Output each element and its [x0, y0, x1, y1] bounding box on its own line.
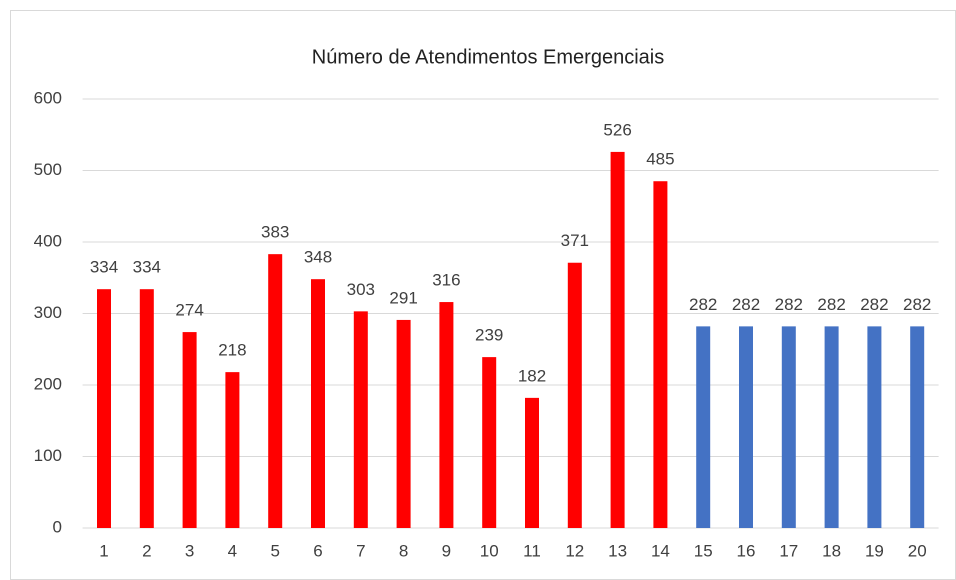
- data-label: 239: [475, 326, 503, 345]
- bar: [268, 254, 283, 528]
- bar: [696, 326, 711, 528]
- bar: [439, 302, 454, 528]
- x-tick-label: 20: [908, 541, 927, 560]
- bar: [653, 181, 668, 528]
- data-label: 218: [218, 341, 246, 360]
- bar: [139, 289, 154, 528]
- x-tick-label: 5: [270, 541, 279, 560]
- bar: [482, 357, 497, 528]
- y-tick-label: 200: [34, 374, 62, 393]
- data-label: 316: [432, 271, 460, 290]
- y-tick-label: 300: [34, 303, 62, 322]
- data-label: 282: [860, 295, 888, 314]
- x-tick-label: 2: [142, 541, 151, 560]
- bar: [311, 279, 325, 528]
- x-tick-label: 11: [523, 541, 541, 560]
- data-label: 526: [603, 120, 631, 139]
- chart-title: Número de Atendimentos Emergenciais: [312, 46, 664, 68]
- x-tick-label: 17: [779, 541, 798, 560]
- x-tick-label: 4: [228, 541, 237, 560]
- x-tick-label: 12: [565, 541, 584, 560]
- bar: [353, 311, 368, 528]
- data-label: 274: [175, 301, 203, 320]
- x-tick-label: 19: [865, 541, 884, 560]
- data-label: 282: [732, 295, 760, 314]
- data-label: 282: [775, 295, 803, 314]
- x-tick-label: 18: [822, 541, 841, 560]
- data-label: 291: [389, 288, 417, 307]
- bar: [225, 372, 240, 528]
- bar: [824, 326, 839, 528]
- y-tick-label: 100: [34, 446, 62, 465]
- data-label: 282: [817, 295, 845, 314]
- y-tick-label: 400: [34, 231, 62, 250]
- y-tick-label: 500: [34, 160, 62, 179]
- x-tick-label: 15: [694, 541, 713, 560]
- data-label: 371: [561, 231, 589, 250]
- bar: [867, 326, 882, 528]
- bar: [525, 397, 539, 528]
- data-label: 303: [347, 280, 375, 299]
- bar: [567, 262, 582, 528]
- bar: [781, 326, 796, 528]
- y-tick-label: 600: [34, 88, 62, 107]
- data-label: 383: [261, 223, 289, 242]
- x-tick-label: 6: [313, 541, 322, 560]
- bar: [97, 289, 111, 528]
- x-tick-label: 13: [608, 541, 627, 560]
- data-label: 485: [646, 150, 674, 169]
- data-label: 282: [689, 295, 717, 314]
- x-tick-label: 14: [651, 541, 670, 560]
- data-label: 182: [518, 366, 546, 385]
- data-label: 282: [903, 295, 931, 314]
- x-tick-label: 1: [99, 541, 108, 560]
- x-tick-label: 7: [356, 541, 365, 560]
- x-tick-label: 3: [185, 541, 194, 560]
- y-tick-label: 0: [53, 517, 62, 536]
- x-tick-label: 9: [442, 541, 451, 560]
- bar: [739, 326, 753, 528]
- bar: [610, 151, 625, 528]
- bar: [182, 332, 197, 528]
- x-tick-label: 10: [480, 541, 499, 560]
- x-tick-label: 16: [737, 541, 756, 560]
- bar: [396, 319, 411, 528]
- x-tick-label: 8: [399, 541, 408, 560]
- data-label: 348: [304, 248, 332, 267]
- bar: [910, 326, 925, 528]
- data-label: 334: [133, 258, 161, 277]
- data-label: 334: [90, 258, 118, 277]
